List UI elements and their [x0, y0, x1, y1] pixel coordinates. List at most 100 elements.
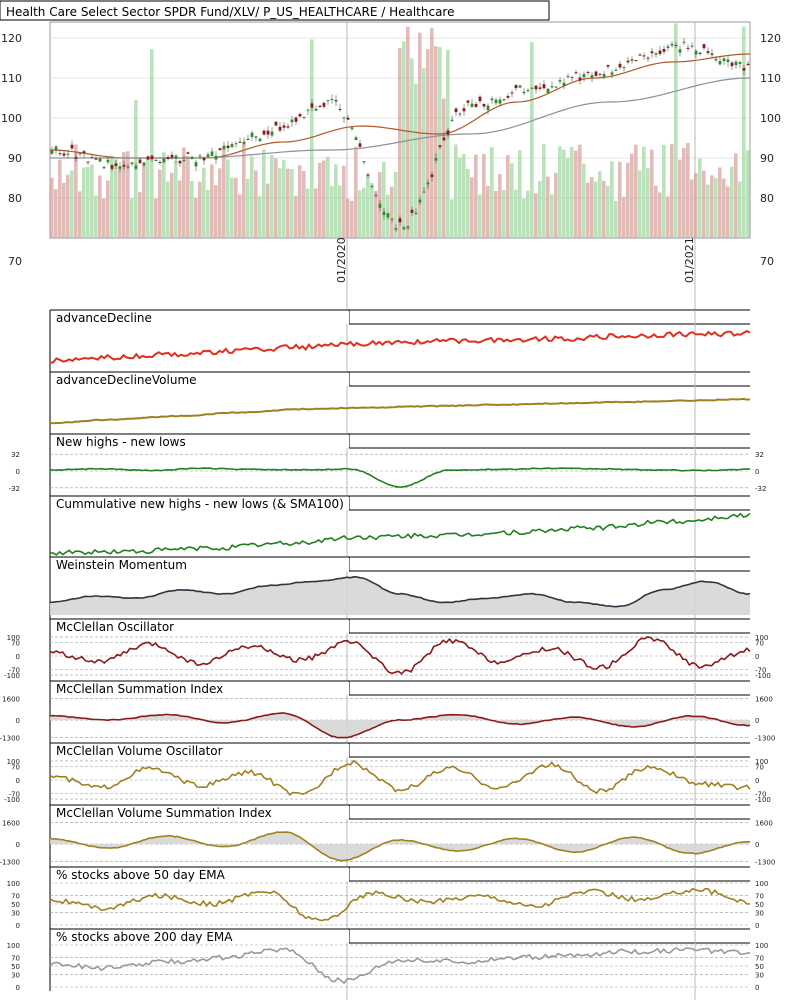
candle-body — [182, 160, 186, 162]
candle-body — [406, 226, 410, 229]
volume-bar — [582, 163, 586, 238]
volume-bar — [642, 146, 646, 238]
volume-bar — [142, 165, 146, 238]
indicator-tick-left: 100 — [7, 758, 20, 766]
indicator-tick-right: 0 — [755, 717, 759, 725]
indicator-tick-right: -70 — [755, 790, 766, 798]
candle-body — [454, 108, 458, 113]
candle-body — [54, 146, 58, 150]
indicator-tick-right: 0 — [755, 653, 759, 661]
candle-body — [598, 73, 602, 75]
candle-body — [358, 143, 362, 147]
candle-body — [82, 151, 86, 154]
volume-bar — [618, 161, 622, 238]
candle-body — [430, 174, 434, 178]
panel-label-bg — [51, 311, 349, 324]
volume-bar — [462, 154, 466, 238]
indicator-title: McClellan Volume Summation Index — [56, 806, 272, 820]
volume-bar — [262, 149, 266, 238]
candle-body — [566, 76, 570, 78]
candle-body — [138, 159, 142, 164]
candle-body — [370, 186, 374, 188]
indicator-tick-right: -100 — [755, 796, 771, 804]
volume-bar — [166, 181, 170, 238]
candle-body — [558, 80, 562, 82]
candle-body — [190, 156, 194, 160]
candle-body — [334, 99, 338, 102]
volume-bar — [738, 181, 742, 238]
volume-bar — [214, 185, 218, 238]
volume-bar — [638, 170, 642, 238]
volume-bar — [722, 178, 726, 238]
volume-bar — [518, 150, 522, 238]
volume-bar — [654, 185, 658, 238]
indicator-tick-right: 1600 — [755, 695, 773, 703]
indicator-title: Weinstein Momentum — [56, 558, 187, 572]
candle-body — [226, 145, 230, 149]
indicator-tick-left: 0 — [16, 777, 20, 785]
volume-bar — [382, 161, 386, 238]
volume-bar — [170, 172, 174, 238]
volume-bar — [526, 190, 530, 238]
volume-bar — [662, 144, 666, 238]
candle-body — [746, 63, 750, 65]
candle-body — [418, 199, 422, 203]
volume-bar — [522, 198, 526, 238]
volume-bar — [694, 173, 698, 238]
volume-bar — [130, 198, 134, 238]
candle-body — [382, 211, 386, 216]
indicator-tick-left: 32 — [11, 451, 20, 459]
volume-bar — [158, 169, 162, 238]
candle-body — [662, 48, 666, 52]
volume-bar — [266, 183, 270, 238]
volume-bar — [394, 171, 398, 238]
volume-bar — [154, 198, 158, 238]
indicator-tick-right: 70 — [755, 640, 764, 648]
volume-bar — [138, 192, 142, 238]
indicator-title: McClellan Volume Oscillator — [56, 744, 223, 758]
volume-bar — [414, 83, 418, 238]
y-tick-label-right: 70 — [760, 255, 774, 268]
candle-body — [414, 212, 418, 215]
volume-bar — [202, 167, 206, 238]
candle-body — [470, 103, 474, 107]
candle-body — [522, 91, 526, 94]
indicator-series-line — [49, 467, 751, 488]
candle-body — [718, 60, 722, 65]
volume-bar — [198, 181, 202, 238]
panel-label-bg — [51, 620, 349, 633]
volume-bar — [118, 166, 122, 238]
volume-bar — [210, 164, 214, 238]
volume-bar — [90, 164, 94, 238]
indicator-tick-right: 50 — [755, 963, 764, 971]
indicator-tick-left: 30 — [11, 971, 20, 979]
indicator-tick-right: 0 — [755, 777, 759, 785]
candle-body — [58, 153, 62, 155]
volume-bar — [534, 193, 538, 238]
candle-body — [734, 61, 738, 66]
candle-body — [322, 102, 326, 107]
indicator-title: advanceDeclineVolume — [56, 373, 197, 387]
volume-bar — [434, 46, 438, 238]
volume-bar — [590, 177, 594, 238]
volume-bar — [478, 194, 482, 238]
candle-body — [474, 103, 478, 107]
candle-body — [486, 105, 490, 110]
indicator-series-line — [49, 329, 751, 364]
volume-bar — [114, 159, 118, 238]
candle-body — [646, 57, 650, 59]
candle-body — [350, 127, 354, 129]
volume-bar — [354, 146, 358, 238]
y-tick-label-left: 70 — [8, 255, 22, 268]
candle-body — [654, 53, 658, 55]
y-tick-label-right: 100 — [760, 112, 781, 125]
volume-bar — [62, 182, 66, 238]
y-tick-label-right: 80 — [760, 192, 774, 205]
candle-body — [482, 103, 486, 107]
indicator-tick-left: -1300 — [0, 859, 20, 867]
volume-bar — [510, 163, 514, 238]
candle-body — [202, 157, 206, 161]
candle-body — [622, 67, 626, 69]
volume-bar — [230, 177, 234, 238]
candle-body — [214, 155, 218, 160]
